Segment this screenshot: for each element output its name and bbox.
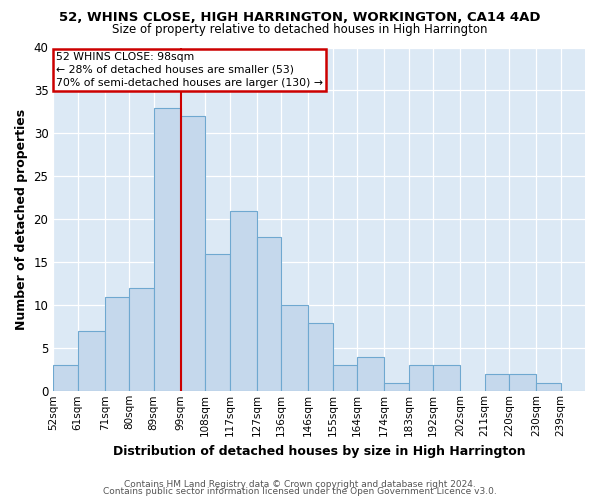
Bar (509, 374, 536, 392)
Bar (154, 108, 181, 392)
Bar (333, 366, 357, 392)
Bar (485, 374, 509, 392)
Bar (308, 322, 333, 392)
Bar (409, 366, 433, 392)
Bar (105, 296, 129, 392)
Text: Size of property relative to detached houses in High Harrington: Size of property relative to detached ho… (112, 22, 488, 36)
Bar (181, 116, 205, 392)
Bar (205, 254, 230, 392)
Bar (230, 211, 257, 392)
Bar (129, 288, 154, 392)
Text: Contains HM Land Registry data © Crown copyright and database right 2024.: Contains HM Land Registry data © Crown c… (124, 480, 476, 489)
Bar (281, 306, 308, 392)
Text: Contains public sector information licensed under the Open Government Licence v3: Contains public sector information licen… (103, 487, 497, 496)
Text: 52, WHINS CLOSE, HIGH HARRINGTON, WORKINGTON, CA14 4AD: 52, WHINS CLOSE, HIGH HARRINGTON, WORKIN… (59, 11, 541, 24)
Y-axis label: Number of detached properties: Number of detached properties (15, 109, 28, 330)
Bar (536, 382, 560, 392)
Bar (53, 366, 78, 392)
Bar (357, 357, 384, 392)
Bar (433, 366, 460, 392)
Bar (384, 382, 409, 392)
Text: 52 WHINS CLOSE: 98sqm
← 28% of detached houses are smaller (53)
70% of semi-deta: 52 WHINS CLOSE: 98sqm ← 28% of detached … (56, 52, 323, 88)
Bar (78, 331, 105, 392)
Bar (257, 236, 281, 392)
X-axis label: Distribution of detached houses by size in High Harrington: Distribution of detached houses by size … (113, 444, 526, 458)
